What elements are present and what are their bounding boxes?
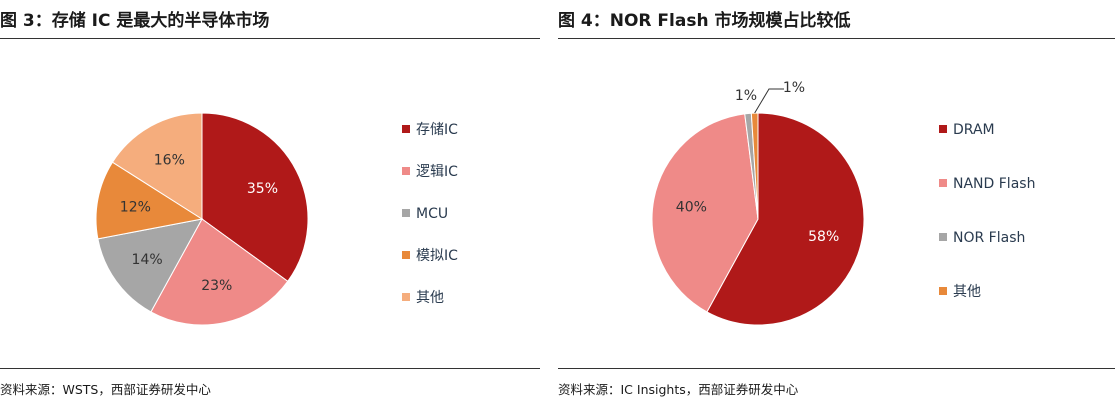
legend-swatch <box>402 209 410 217</box>
pie-slice-ic <box>95 161 204 240</box>
legend-label: 逻辑IC <box>416 164 458 180</box>
legend-label: 模拟IC <box>416 248 458 264</box>
pie-slice-item-4 <box>111 112 203 220</box>
slice-data-label: 40% <box>676 199 707 215</box>
legend-swatch <box>402 293 410 301</box>
slice-data-label: 58% <box>808 229 839 245</box>
legend-label: NAND Flash <box>953 176 1035 192</box>
figure-title: 图 3：存储 IC 是最大的半导体市场 <box>0 11 270 31</box>
slice-data-label: 23% <box>201 278 232 294</box>
pie-slice-dram <box>706 112 865 326</box>
legend-swatch <box>939 287 947 295</box>
source-rule <box>558 368 1115 369</box>
callout-leader-line <box>754 88 784 114</box>
pie-slice-mcu <box>97 218 203 313</box>
figure-4-panel: 图 4：NOR Flash 市场规模占比较低 58% 40% 1% 1% DRAM NAN… <box>558 0 1115 410</box>
figure-title: 图 4：NOR Flash 市场规模占比较低 <box>558 11 851 31</box>
slice-data-label: 1% <box>783 80 805 96</box>
pie-chart-storage-ic: 35% 23% 14% 12% 16% 存储IC 逻辑IC MCU 模拟IC 其他 <box>95 112 458 326</box>
source-note: 资料来源：IC Insights，西部证券研发中心 <box>558 382 799 397</box>
legend-label: NOR Flash <box>953 230 1025 246</box>
legend-swatch <box>939 233 947 241</box>
pie-chart-memory-market: 58% 40% 1% 1% DRAM NAND Flash NOR Flash 其他 <box>651 80 1035 326</box>
figure-3-panel: 图 3：存储 IC 是最大的半导体市场 35% 23% 14% 12% 16% 存储IC 逻… <box>0 0 540 410</box>
slice-data-label: 35% <box>247 181 278 197</box>
pie-slice-nand-flash <box>651 113 759 313</box>
legend-label: 存储IC <box>416 122 458 138</box>
legend-label: MCU <box>416 206 448 222</box>
slice-data-label: 1% <box>735 88 757 104</box>
title-rule <box>0 38 540 39</box>
source-rule <box>0 368 540 369</box>
source-note: 资料来源：WSTS，西部证券研发中心 <box>0 382 211 397</box>
legend-swatch <box>402 125 410 133</box>
slice-data-label: 14% <box>132 252 163 268</box>
title-rule <box>558 38 1115 39</box>
pie-slice-ic <box>201 112 309 283</box>
legend-swatch <box>402 251 410 259</box>
legend-label: 其他 <box>953 284 981 300</box>
legend-label: 其他 <box>416 290 444 306</box>
pie-slice-ic <box>150 218 289 326</box>
legend-swatch <box>402 167 410 175</box>
legend-swatch <box>939 125 947 133</box>
slice-data-label: 12% <box>120 199 151 215</box>
legend-label: DRAM <box>953 122 995 138</box>
legend-swatch <box>939 179 947 187</box>
slice-data-label: 16% <box>154 153 185 169</box>
